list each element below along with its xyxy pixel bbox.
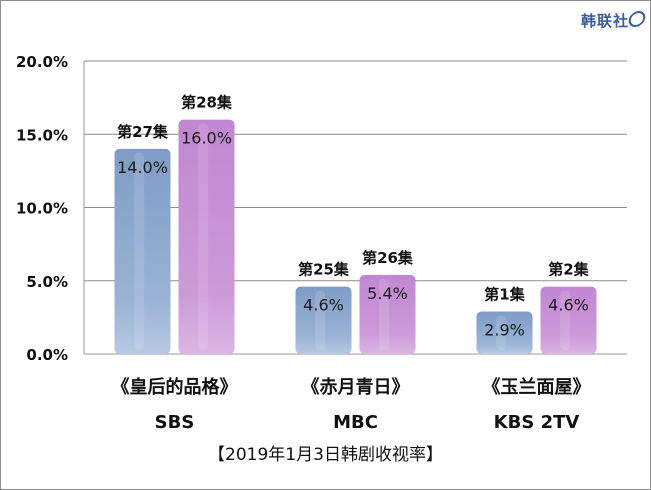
- bar: [359, 274, 416, 354]
- bar: [114, 148, 171, 354]
- episode-label: 第26集: [362, 249, 414, 267]
- y-axis: 0.0% 5.0% 10.0% 15.0% 20.0%: [16, 53, 85, 364]
- bar-highlight: [198, 123, 209, 350]
- brand-logo-text: 韩联社: [580, 12, 629, 30]
- bar-highlight: [496, 315, 507, 350]
- value-label: 16.0%: [181, 129, 232, 148]
- y-tick-label: 5.0%: [26, 273, 68, 291]
- value-label: 2.9%: [484, 321, 525, 340]
- bar-highlight: [379, 278, 390, 350]
- category-title-label: 《赤月青日》: [302, 377, 410, 398]
- y-tick-label: 0.0%: [26, 346, 68, 364]
- category-title-label: 《皇后的品格》: [112, 376, 238, 398]
- bar: [178, 119, 235, 354]
- y-tick-label: 20.0%: [16, 53, 68, 71]
- bar-highlight: [134, 152, 145, 350]
- bar: [476, 311, 533, 354]
- bar-highlight: [315, 290, 326, 350]
- category-channel-label: MBC: [333, 412, 378, 433]
- brand-logo: 韩联社: [581, 10, 629, 31]
- episode-label: 第28集: [181, 94, 233, 112]
- value-label: 4.6%: [548, 296, 589, 315]
- episode-label: 第2集: [548, 261, 589, 279]
- labels-layer: 第27集 14.0% 第28集 16.0% 《皇后的品格》 SBS 第25集 4.6% 第26集…: [112, 94, 591, 433]
- category-channel-label: SBS: [155, 412, 195, 433]
- y-tick-label: 10.0%: [16, 200, 68, 218]
- episode-label: 第25集: [298, 261, 350, 279]
- bar-highlight: [560, 290, 571, 350]
- chart-caption: 【2019年1月3日韩剧收视率】: [208, 445, 443, 465]
- y-tick-label: 15.0%: [16, 126, 68, 144]
- value-label: 14.0%: [117, 158, 168, 177]
- category-title-label: 《玉兰面屋》: [483, 376, 591, 398]
- bar: [540, 286, 597, 354]
- category-channel-label: KBS 2TV: [494, 412, 580, 433]
- bars-layer: [114, 119, 597, 354]
- bar: [295, 286, 352, 354]
- episode-label: 第27集: [117, 123, 169, 141]
- episode-label: 第1集: [484, 286, 525, 304]
- value-label: 5.4%: [367, 284, 408, 303]
- value-label: 4.6%: [303, 296, 344, 315]
- grid-layer: [84, 60, 627, 355]
